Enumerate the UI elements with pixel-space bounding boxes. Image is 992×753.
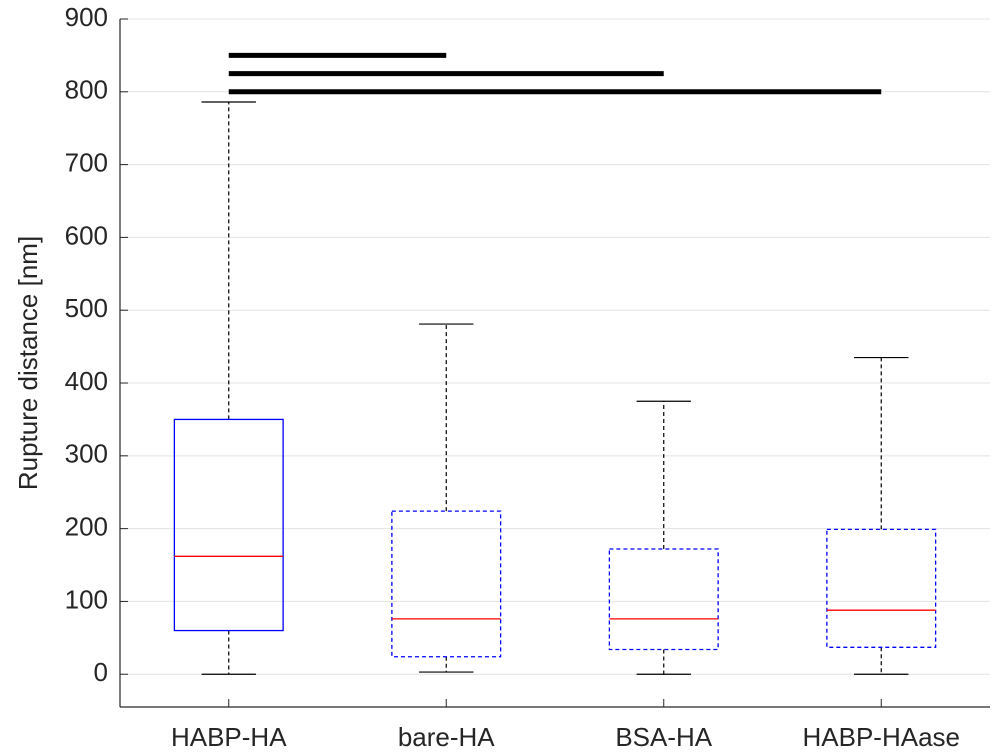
box [391,510,502,658]
y-tick-label: 300 [65,439,108,469]
x-tick-label: bare-HA [398,722,495,752]
y-tick-label: 700 [65,147,108,177]
x-tick-label: BSA-HA [615,722,712,752]
y-tick-label: 0 [94,657,108,687]
y-tick-label: 400 [65,366,108,396]
y-tick-label: 900 [65,2,108,32]
y-tick-label: 800 [65,75,108,105]
y-tick-label: 200 [65,512,108,542]
x-tick-label: HABP-HAase [803,722,961,752]
box [826,528,937,648]
box [608,548,719,651]
y-tick-label: 100 [65,584,108,614]
y-tick-label: 500 [65,293,108,323]
box [173,418,284,632]
y-tick-label: 600 [65,220,108,250]
y-axis-label: Rupture distance [nm] [13,236,43,490]
x-tick-label: HABP-HA [171,722,287,752]
